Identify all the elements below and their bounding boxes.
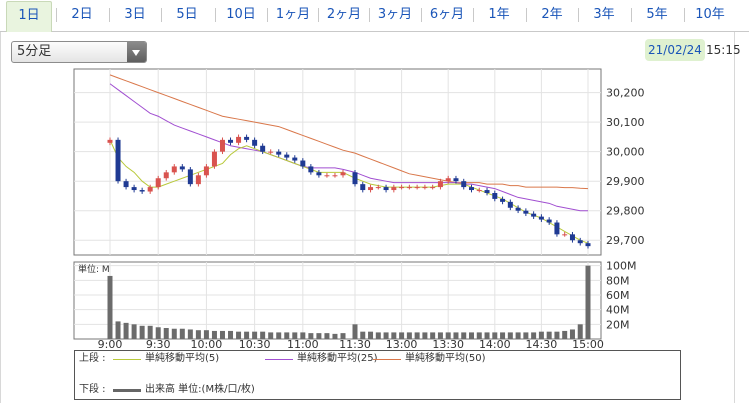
tab-period-12[interactable]: 3年 bbox=[593, 7, 615, 22]
chart-date: 21/02/24 bbox=[645, 39, 705, 61]
tab-separator bbox=[318, 8, 319, 22]
tab-period-11[interactable]: 2年 bbox=[541, 7, 563, 22]
tab-period-3[interactable]: 3日 bbox=[124, 7, 146, 22]
interval-select[interactable]: 5分足 bbox=[11, 41, 147, 63]
chart-panel bbox=[0, 32, 735, 403]
tab-separator bbox=[578, 8, 579, 22]
tab-separator bbox=[684, 8, 685, 22]
tab-period-10[interactable]: 1年 bbox=[488, 7, 510, 22]
tab-period-2[interactable]: 2日 bbox=[71, 7, 93, 22]
tab-period-14[interactable]: 10年 bbox=[695, 7, 725, 22]
period-tab-bar: 1日 2日 3日 5日 10日 1ヶ月 2ヶ月 3ヶ月 6ヶ月 1年 2年 3年 5年 10年 bbox=[0, 0, 749, 32]
tab-period-9[interactable]: 6ヶ月 bbox=[429, 7, 465, 22]
tab-separator bbox=[267, 8, 268, 22]
legend-volume-swatch bbox=[113, 389, 141, 392]
tab-period-7[interactable]: 2ヶ月 bbox=[326, 7, 362, 22]
tab-period-13[interactable]: 5年 bbox=[646, 7, 668, 22]
tab-period-8[interactable]: 3ヶ月 bbox=[377, 7, 413, 22]
legend-ma5-label: 単純移動平均(5) bbox=[145, 353, 220, 364]
tab-separator bbox=[215, 8, 216, 22]
tab-separator bbox=[109, 8, 110, 22]
legend-volume-label: 出来高 単位:(M株/口/枚) bbox=[145, 384, 255, 395]
chart-legend: 上段 : 単純移動平均(5) 単純移動平均(25) 単純移動平均(50) 下段 … bbox=[74, 350, 681, 400]
tab-separator bbox=[473, 8, 474, 22]
tab-separator bbox=[369, 8, 370, 22]
legend-lower-label: 下段 : bbox=[79, 384, 106, 395]
chart-time: 15:15 bbox=[706, 43, 741, 57]
tab-period-1[interactable]: 1日 bbox=[6, 1, 52, 32]
legend-ma5-swatch bbox=[113, 359, 141, 360]
tab-separator bbox=[631, 8, 632, 22]
tab-separator bbox=[421, 8, 422, 22]
legend-ma25-label: 単純移動平均(25) bbox=[297, 353, 378, 364]
legend-ma25-swatch bbox=[265, 359, 293, 360]
tab-period-5[interactable]: 10日 bbox=[226, 7, 256, 22]
chevron-down-icon[interactable] bbox=[127, 42, 146, 62]
legend-ma50-label: 単純移動平均(50) bbox=[405, 353, 486, 364]
legend-ma50-swatch bbox=[373, 359, 401, 360]
tab-separator bbox=[56, 8, 57, 22]
tab-period-6[interactable]: 1ヶ月 bbox=[275, 7, 311, 22]
interval-select-value: 5分足 bbox=[17, 44, 52, 59]
tab-separator bbox=[161, 8, 162, 22]
tab-period-4[interactable]: 5日 bbox=[176, 7, 198, 22]
tab-separator bbox=[526, 8, 527, 22]
legend-upper-label: 上段 : bbox=[79, 353, 106, 364]
